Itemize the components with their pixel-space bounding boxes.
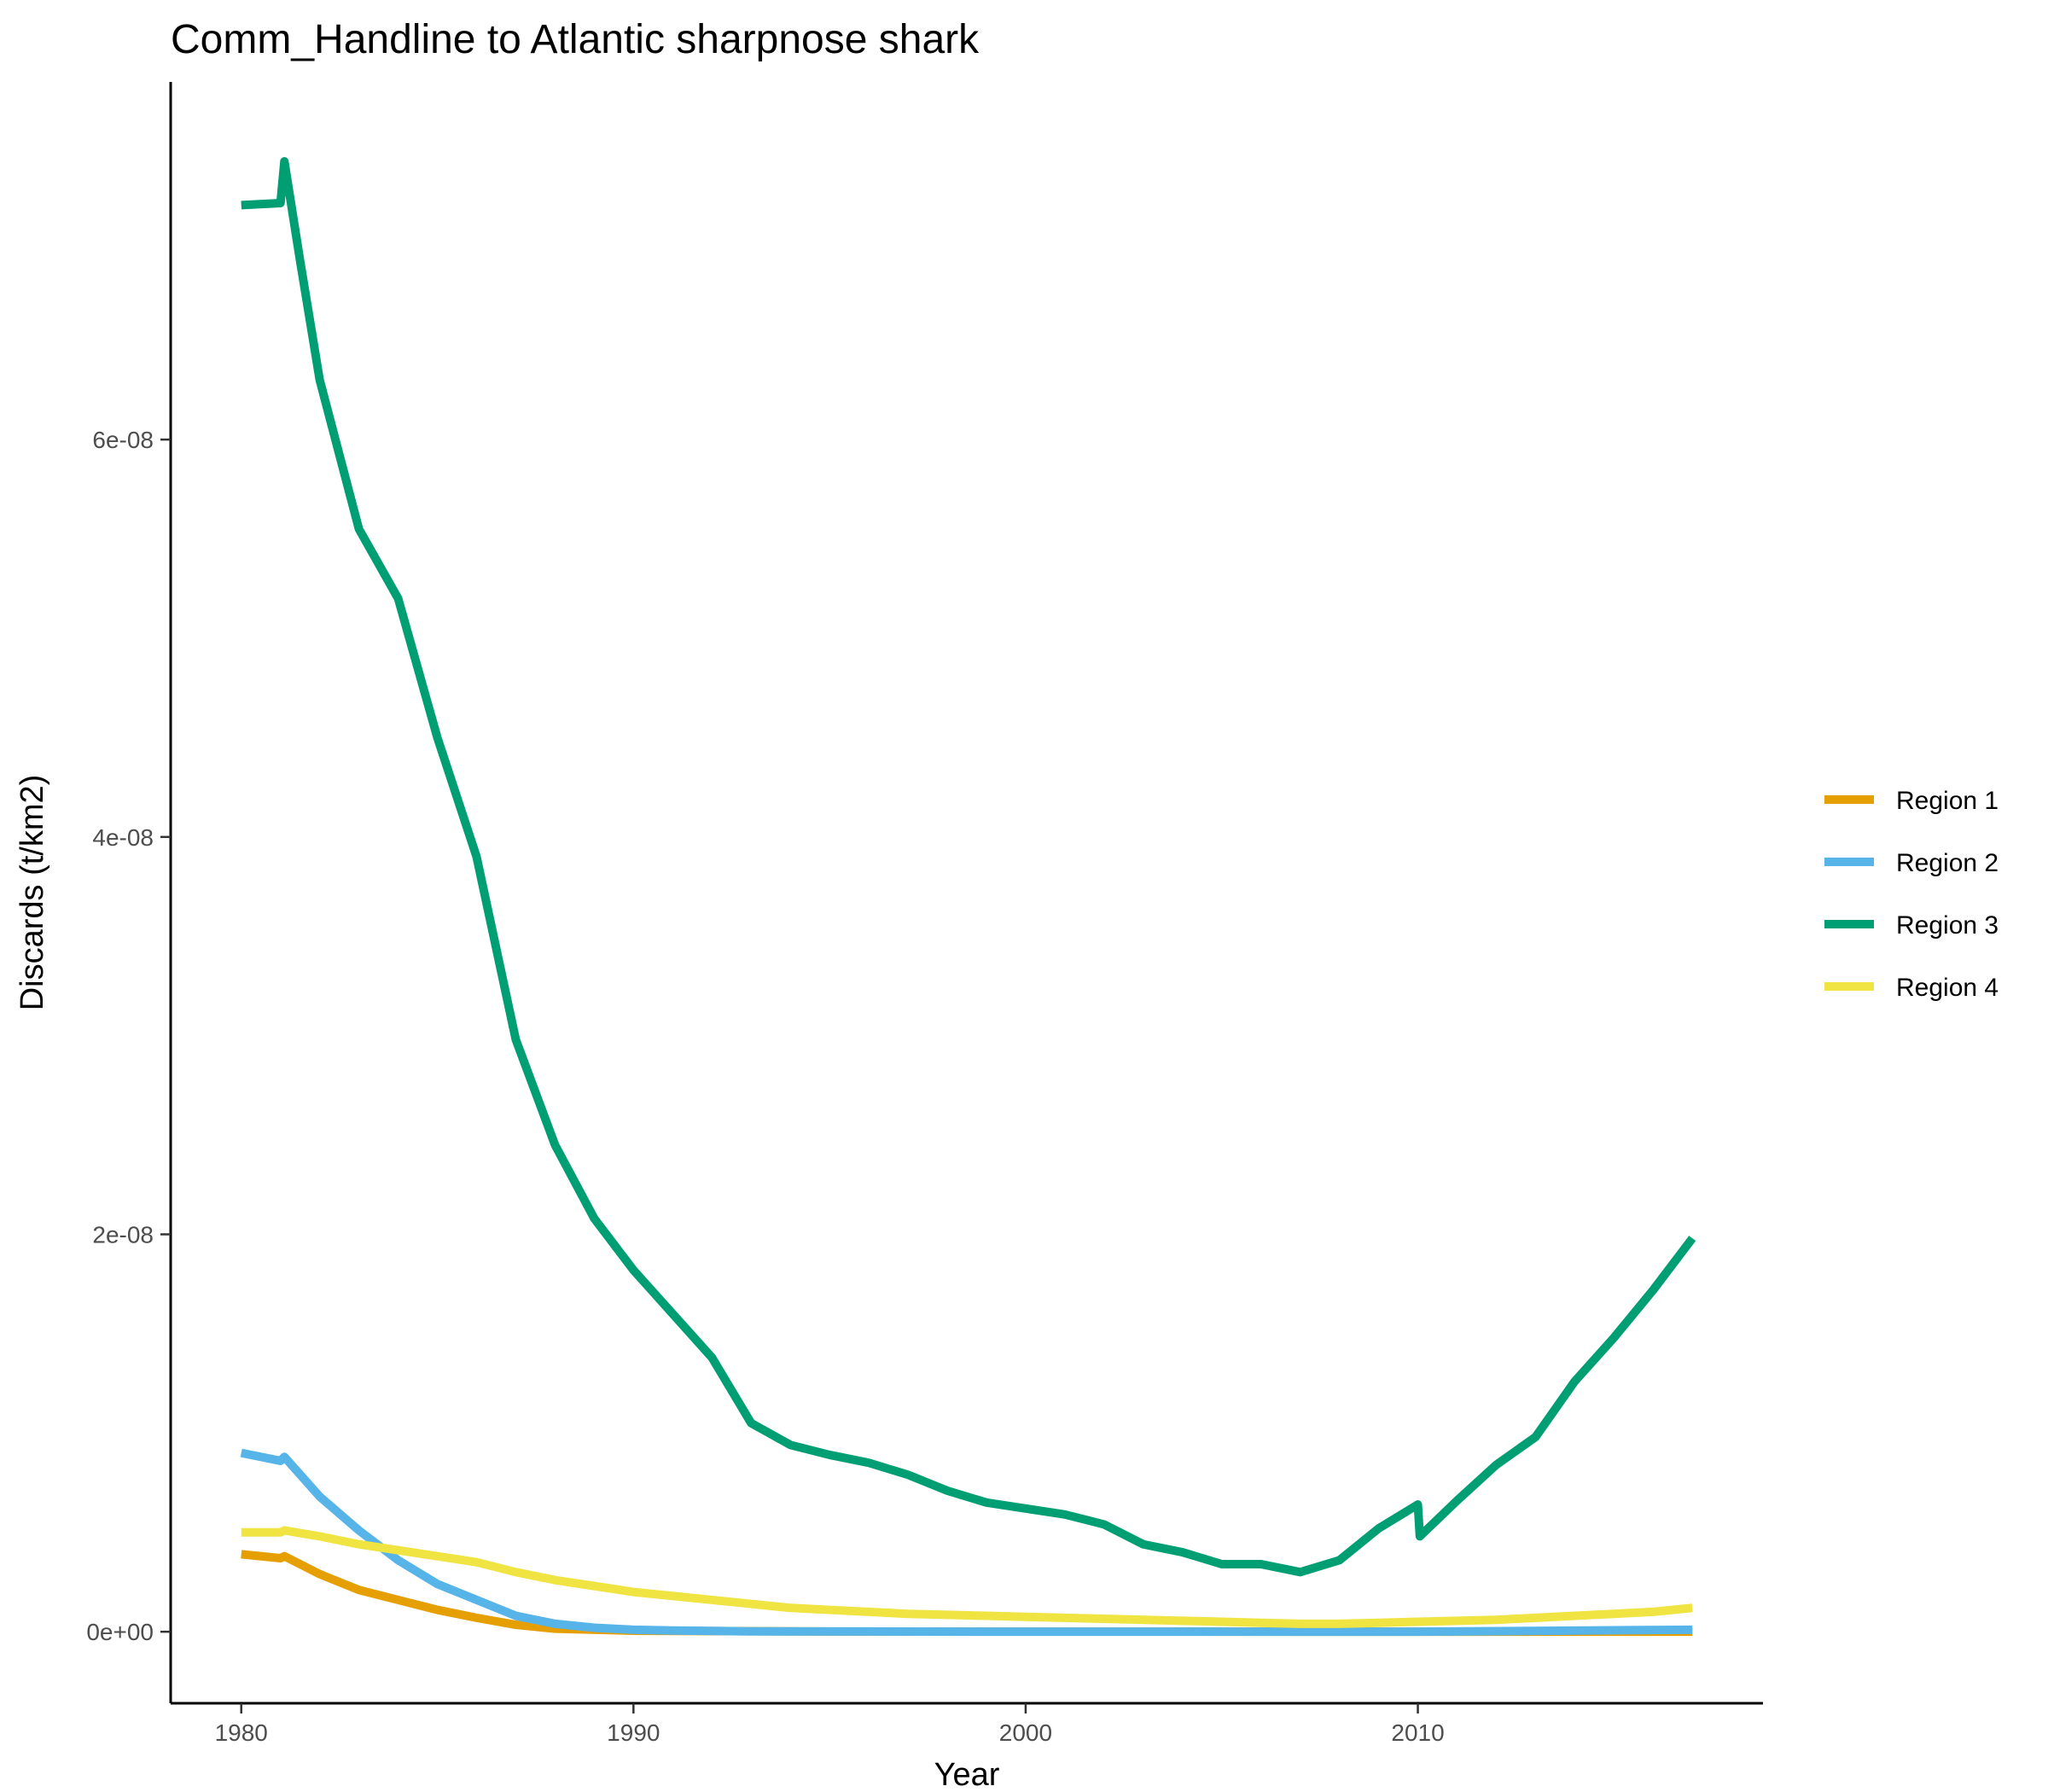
y-tick-label: 4e-08 bbox=[92, 824, 154, 851]
series-layer bbox=[240, 157, 1696, 1637]
y-axis-title: Discards (t/km2) bbox=[15, 775, 50, 1011]
legend-label-region-3: Region 3 bbox=[1896, 911, 1999, 940]
y-tick-label: 0e+00 bbox=[86, 1619, 154, 1645]
x-tick-label: 1980 bbox=[215, 1719, 268, 1746]
legend-label-region-2: Region 2 bbox=[1896, 849, 1999, 877]
y-axis-ticks: 0e+00 2e-08 4e-08 6e-08 bbox=[86, 427, 171, 1645]
series-line-region-2 bbox=[240, 1448, 1693, 1637]
x-tick-label: 2000 bbox=[999, 1719, 1052, 1746]
x-tick-label: 2010 bbox=[1391, 1719, 1444, 1746]
legend-label-region-1: Region 1 bbox=[1896, 787, 1999, 815]
x-tick-label: 1990 bbox=[607, 1719, 660, 1746]
legend-label-region-4: Region 4 bbox=[1896, 974, 1999, 1002]
legend: Region 1 Region 2 Region 3 Region 4 bbox=[1824, 787, 1999, 1002]
series-line-region-3 bbox=[241, 157, 1696, 1577]
y-tick-label: 2e-08 bbox=[92, 1221, 154, 1248]
x-axis-title: Year bbox=[934, 1757, 1000, 1792]
plot-area bbox=[169, 82, 1763, 1705]
series-line-region-4 bbox=[241, 1526, 1693, 1628]
y-tick-label: 6e-08 bbox=[92, 427, 154, 453]
chart-title: Comm_Handline to Atlantic sharpnose shar… bbox=[171, 17, 980, 62]
x-axis-ticks: 1980 1990 2000 2010 bbox=[215, 1703, 1445, 1746]
